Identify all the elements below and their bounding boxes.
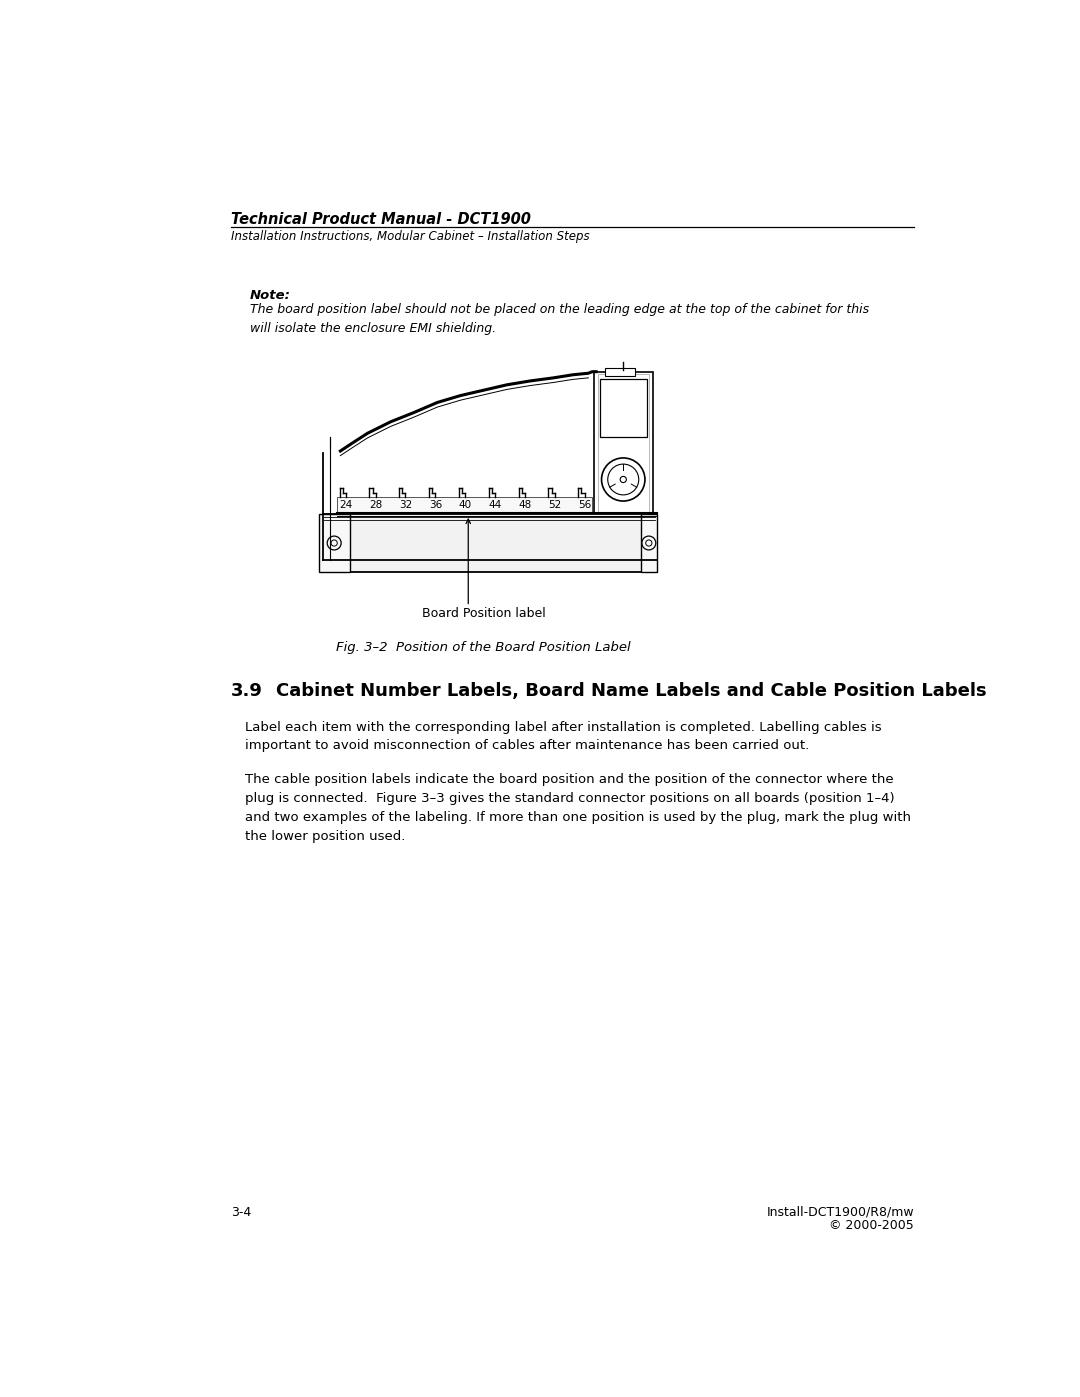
Text: Label each item with the corresponding label after installation is completed. La: Label each item with the corresponding l… (245, 721, 881, 753)
Text: 32: 32 (399, 500, 413, 510)
Text: © 2000-2005: © 2000-2005 (829, 1220, 914, 1232)
Text: 56: 56 (578, 500, 591, 510)
Bar (337, 497, 592, 511)
Bar (606, 367, 635, 376)
Text: 36: 36 (429, 500, 442, 510)
Text: 3-4: 3-4 (231, 1206, 252, 1218)
Text: The cable position labels indicate the board position and the position of the co: The cable position labels indicate the b… (245, 773, 912, 842)
Bar (323, 514, 657, 571)
Text: Technical Product Manual - DCT1900: Technical Product Manual - DCT1900 (231, 212, 531, 228)
Text: 28: 28 (369, 500, 382, 510)
Text: 3.9: 3.9 (231, 682, 262, 700)
Bar (600, 380, 647, 437)
Text: Install-DCT1900/R8/mw: Install-DCT1900/R8/mw (766, 1206, 914, 1218)
Text: Cabinet Number Labels, Board Name Labels and Cable Position Labels: Cabinet Number Labels, Board Name Labels… (276, 682, 987, 700)
Text: 40: 40 (459, 500, 472, 510)
Bar (594, 372, 652, 560)
Bar (323, 514, 345, 559)
Text: Board Position label: Board Position label (422, 606, 545, 619)
Text: Installation Instructions, Modular Cabinet – Installation Steps: Installation Instructions, Modular Cabin… (231, 231, 590, 243)
Text: 44: 44 (488, 500, 501, 510)
Text: Note:: Note: (249, 289, 291, 302)
Circle shape (332, 535, 336, 539)
Text: 52: 52 (548, 500, 562, 510)
Text: 24: 24 (339, 500, 352, 510)
Text: Fig. 3–2  Position of the Board Position Label: Fig. 3–2 Position of the Board Position … (337, 641, 631, 654)
Text: The board position label should not be placed on the leading edge at the top of : The board position label should not be p… (249, 303, 868, 335)
Bar (642, 514, 657, 571)
Text: 48: 48 (518, 500, 531, 510)
Bar (319, 514, 350, 571)
Bar (597, 374, 649, 557)
